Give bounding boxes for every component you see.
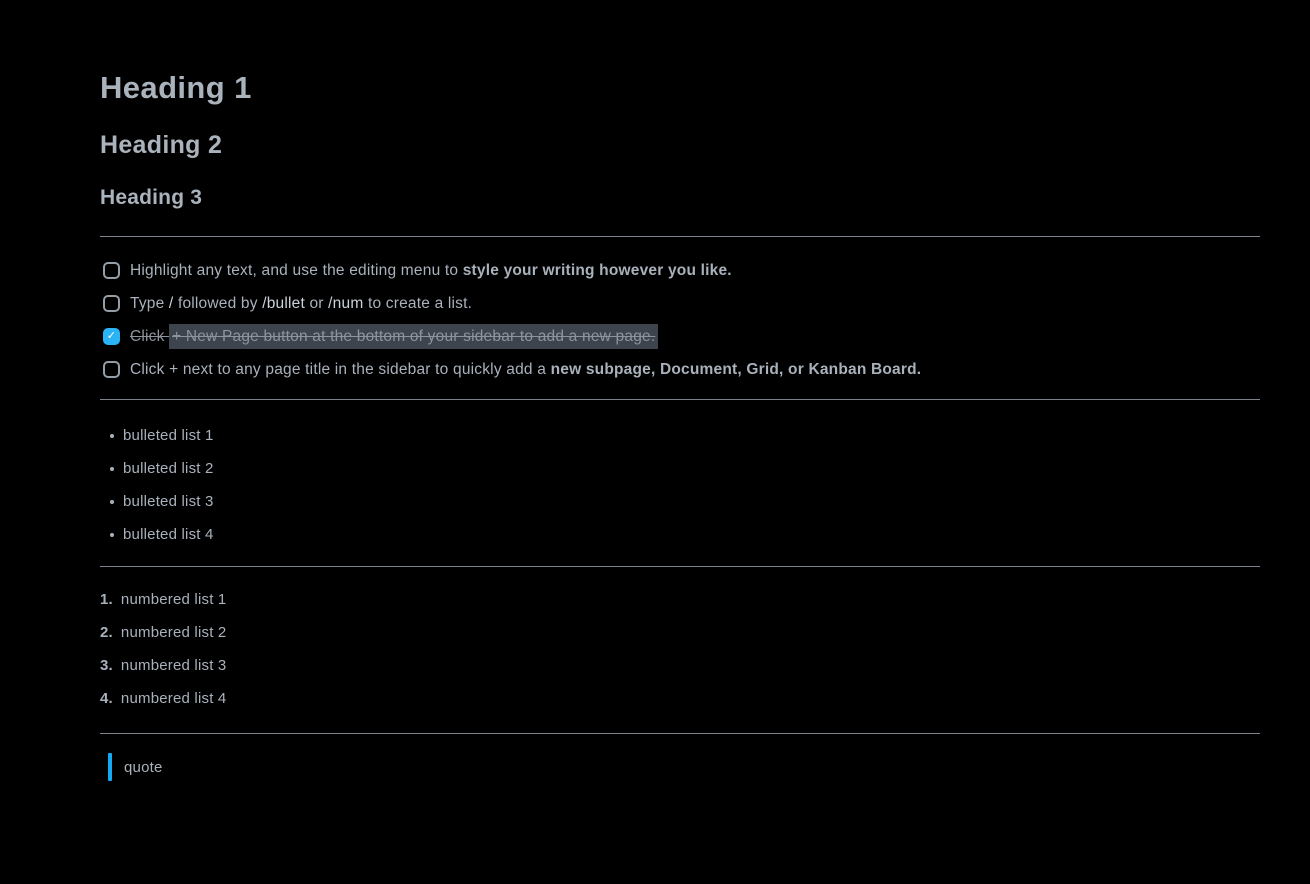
numbered-list-item[interactable]: 2. numbered list 2 bbox=[100, 616, 1260, 649]
slash-command-text: / bbox=[168, 294, 174, 312]
bullet-icon bbox=[110, 433, 114, 438]
divider bbox=[100, 399, 1260, 400]
list-item-text: bulleted list 1 bbox=[123, 427, 214, 444]
divider bbox=[100, 236, 1260, 237]
list-number-marker: 1. bbox=[100, 591, 113, 608]
todo-list: Highlight any text, and use the editing … bbox=[100, 254, 1260, 386]
checkbox-unchecked-icon[interactable] bbox=[103, 361, 120, 378]
todo-text-segment: to create a list. bbox=[363, 294, 473, 312]
heading-3[interactable]: Heading 3 bbox=[100, 186, 203, 209]
todo-text-segment: Highlight any text, and use the editing … bbox=[130, 261, 463, 279]
list-item-text: bulleted list 3 bbox=[123, 493, 214, 510]
todo-text-segment: or bbox=[304, 294, 329, 312]
todo-text-segment: Type bbox=[130, 294, 169, 312]
list-number-marker: 2. bbox=[100, 624, 113, 641]
todo-text: Highlight any text, and use the editing … bbox=[130, 262, 732, 280]
bullet-icon bbox=[110, 532, 114, 537]
numbered-list-item[interactable]: 4. numbered list 4 bbox=[100, 682, 1260, 715]
checkbox-unchecked-icon[interactable] bbox=[103, 295, 120, 312]
heading-2[interactable]: Heading 2 bbox=[100, 131, 223, 159]
todo-item[interactable]: Click + next to any page title in the si… bbox=[100, 353, 1260, 386]
todo-item[interactable]: Highlight any text, and use the editing … bbox=[100, 254, 1260, 287]
bulleted-list-item[interactable]: bulleted list 1 bbox=[100, 419, 1260, 452]
heading-1[interactable]: Heading 1 bbox=[100, 70, 252, 105]
bulleted-list-item[interactable]: bulleted list 3 bbox=[100, 485, 1260, 518]
numbered-list: 1. numbered list 1 2. numbered list 2 3.… bbox=[100, 583, 1260, 715]
todo-text: Type / followed by /bullet or /num to cr… bbox=[130, 295, 472, 313]
document-content: Heading 1 Heading 2 Heading 3 Highlight … bbox=[100, 72, 1260, 784]
todo-text-segment: followed by bbox=[173, 294, 263, 312]
list-item-text: numbered list 4 bbox=[120, 690, 227, 707]
list-item-text: numbered list 2 bbox=[120, 624, 227, 641]
bullet-icon bbox=[110, 499, 114, 504]
todo-text-segment: Click + next to any page title in the si… bbox=[130, 360, 551, 378]
slash-command-text: /num bbox=[328, 294, 364, 312]
slash-command-text: /bullet bbox=[262, 294, 305, 312]
quote-block[interactable]: quote bbox=[100, 750, 1260, 784]
todo-text-segment: Click bbox=[130, 327, 170, 345]
divider bbox=[100, 733, 1260, 734]
list-item-text: bulleted list 4 bbox=[123, 526, 214, 543]
todo-text-segment-highlighted: + New Page button at the bottom of your … bbox=[169, 323, 659, 349]
checkbox-checked-icon[interactable]: ✓ bbox=[103, 328, 120, 345]
todo-item[interactable]: Type / followed by /bullet or /num to cr… bbox=[100, 287, 1260, 320]
list-item-text: numbered list 1 bbox=[120, 591, 227, 608]
divider bbox=[100, 566, 1260, 567]
list-item-text: bulleted list 2 bbox=[123, 460, 214, 477]
bullet-icon bbox=[110, 466, 114, 471]
bulleted-list-item[interactable]: bulleted list 4 bbox=[100, 518, 1260, 551]
quote-bar bbox=[108, 753, 112, 781]
todo-text: Click + next to any page title in the si… bbox=[130, 361, 921, 379]
todo-item-completed[interactable]: ✓ Click + New Page button at the bottom … bbox=[100, 320, 1260, 353]
bulleted-list-item[interactable]: bulleted list 2 bbox=[100, 452, 1260, 485]
list-number-marker: 4. bbox=[100, 690, 113, 707]
bulleted-list: bulleted list 1 bulleted list 2 bulleted… bbox=[100, 419, 1260, 551]
list-number-marker: 3. bbox=[100, 657, 113, 674]
todo-text-strikethrough: Click + New Page button at the bottom of… bbox=[130, 323, 659, 349]
numbered-list-item[interactable]: 1. numbered list 1 bbox=[100, 583, 1260, 616]
checkbox-unchecked-icon[interactable] bbox=[103, 262, 120, 279]
list-item-text: numbered list 3 bbox=[120, 657, 227, 674]
todo-text-segment-bold: new subpage, Document, Grid, or Kanban B… bbox=[550, 360, 922, 378]
todo-text-segment-bold: style your writing however you like. bbox=[462, 261, 732, 279]
quote-text: quote bbox=[124, 758, 163, 776]
numbered-list-item[interactable]: 3. numbered list 3 bbox=[100, 649, 1260, 682]
